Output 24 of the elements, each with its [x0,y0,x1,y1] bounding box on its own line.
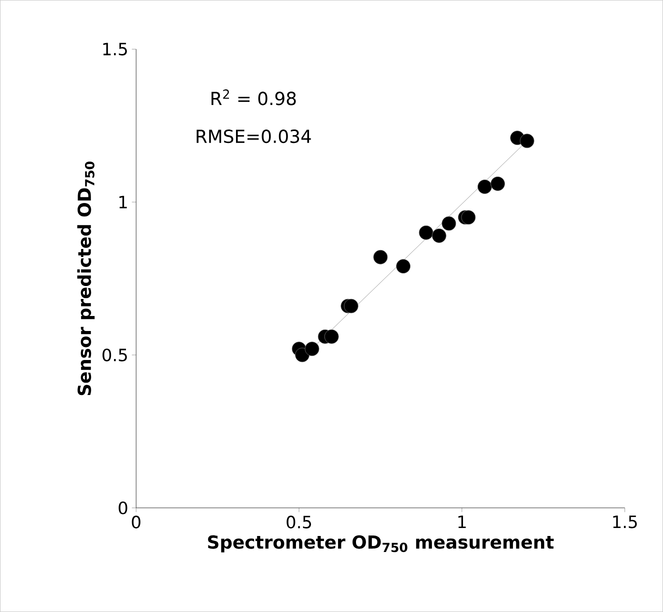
point [432,228,446,243]
y-tick-label: 0.5 [102,348,127,362]
x-axis-title: Spectrometer OD$_{750}$ measurement [208,535,554,552]
y-axis-title: Sensor predicted OD$_{750}$ [77,162,95,396]
y-tick-label: 1.5 [103,42,127,56]
point [490,176,505,191]
annotation: R$^{2}$ = 0.98 [212,89,296,106]
point [478,180,492,194]
point [304,342,320,356]
point [373,250,388,264]
point [344,298,358,314]
point [442,216,456,231]
annotation: RMSE=0.034 [196,130,311,144]
x-tick-label: 0.5 [286,516,311,528]
x-tick-label: 1 [458,516,466,528]
y-tick-label: 1 [119,196,127,208]
point [418,225,434,240]
point [324,329,339,344]
x-tick-label: 0 [132,516,140,528]
point [461,210,476,225]
y-tick-label: 0 [118,501,128,514]
x-tick-label: 1.5 [613,516,637,528]
point [396,259,410,274]
point [520,134,534,148]
